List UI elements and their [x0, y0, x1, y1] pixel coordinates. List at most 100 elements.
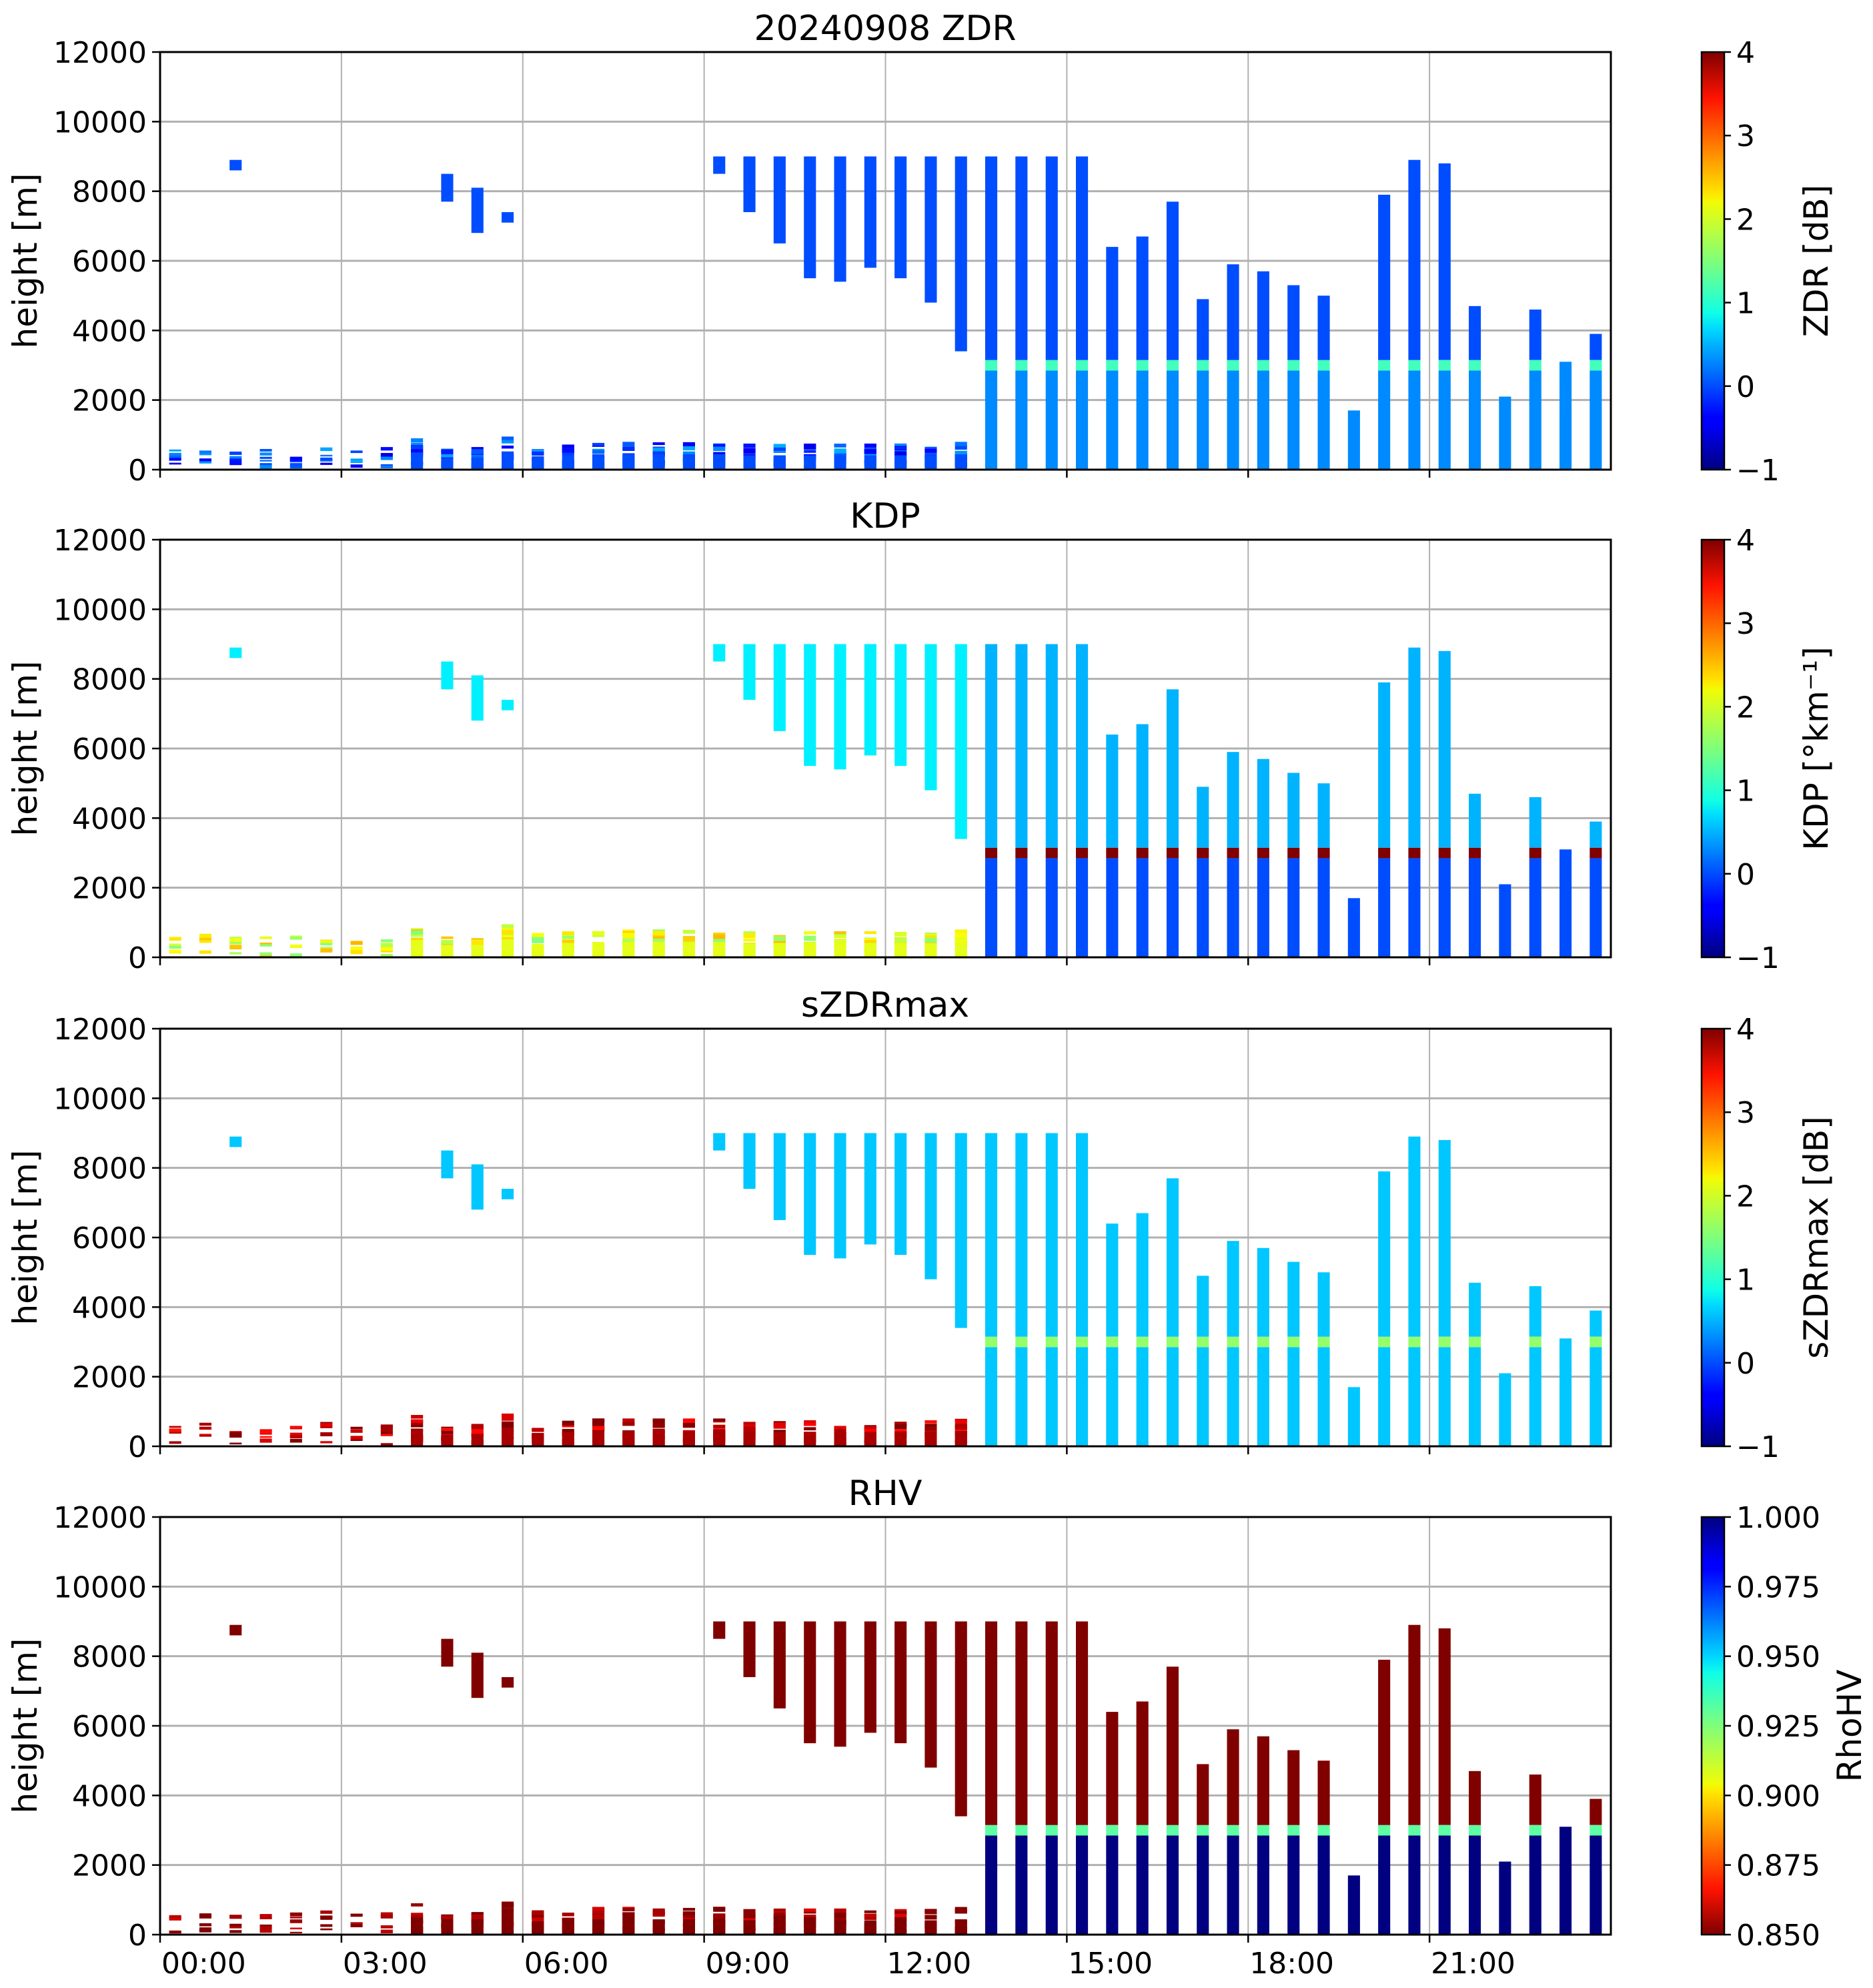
scan-column-low: [411, 1422, 424, 1428]
scan-column-low: [622, 1422, 635, 1426]
scan-column-rain: [1106, 370, 1119, 470]
scan-column-low: [834, 1908, 846, 1913]
scan-column-rain: [1136, 858, 1149, 957]
scan-column-melting: [1227, 1825, 1239, 1836]
scan-column-low: [380, 1431, 393, 1435]
scan-column-low: [320, 462, 333, 465]
scan-column-low: [471, 1424, 484, 1427]
scan-column-low: [199, 450, 211, 454]
scan-column-rain: [1257, 370, 1269, 470]
scan-column-low: [259, 1436, 272, 1438]
scan-column-low: [259, 456, 272, 459]
scan-column-low: [471, 1425, 484, 1430]
scan-column-upper: [804, 1621, 816, 1744]
scan-column-low: [289, 1917, 302, 1919]
scan-column-low-dense: [804, 943, 816, 957]
scan-column-low: [411, 1424, 424, 1428]
scan-column-rain: [1227, 858, 1239, 957]
scan-column-rain: [1317, 1347, 1330, 1446]
scan-column-low: [259, 1929, 272, 1933]
scan-column-low: [773, 1908, 786, 1912]
scan-column-ice: [1469, 306, 1481, 360]
scan-column-low: [773, 939, 786, 944]
scan-column-low: [864, 1917, 876, 1920]
scan-column-low-dense: [622, 942, 635, 957]
scan-column-low: [471, 447, 484, 450]
scan-column-low: [229, 462, 242, 466]
scan-column-low: [834, 1917, 846, 1921]
scan-column-low: [380, 1929, 393, 1933]
scan-column-low: [259, 942, 272, 946]
scan-column-low: [169, 458, 181, 461]
scan-column-low: [804, 1422, 816, 1426]
scan-column-low: [773, 1423, 786, 1429]
scan-column-melting: [1227, 847, 1239, 859]
scan-column-rain: [1257, 1347, 1269, 1446]
scan-column-ice: [1378, 1171, 1391, 1337]
colorbar-tick-label: 1.000: [1736, 1501, 1820, 1535]
scan-column-low: [259, 1926, 272, 1929]
scan-column-rain: [1438, 370, 1451, 470]
scan-column-low: [592, 1908, 605, 1914]
scan-column-low: [713, 444, 726, 448]
scan-column-rain: [985, 1347, 998, 1446]
scan-column-low: [471, 1915, 484, 1920]
scan-column-melting: [1378, 360, 1391, 371]
scan-column-low: [924, 452, 937, 455]
scan-column-low: [259, 1430, 272, 1434]
scan-column-upper: [773, 1621, 786, 1708]
scan-column-melting: [985, 847, 998, 859]
scan-column-low: [289, 465, 302, 469]
scan-column-melting: [1015, 847, 1028, 859]
y-tick-label: 10000: [53, 593, 147, 627]
scan-column-melting: [1166, 1825, 1179, 1836]
scan-column-ice: [1317, 1761, 1330, 1825]
scan-column-low: [743, 938, 756, 942]
scan-column-low: [471, 938, 484, 941]
scan-column-low-dense: [652, 454, 665, 470]
scan-column-low: [924, 1420, 937, 1424]
scan-column-rain: [1287, 1835, 1300, 1935]
scan-column-low: [229, 938, 242, 942]
scan-column-low: [441, 942, 454, 947]
scan-column-low: [259, 464, 272, 469]
scan-column-rain: [1166, 370, 1179, 470]
scan-column-upper: [894, 1621, 907, 1744]
panel-title: sZDRmax: [801, 985, 969, 1025]
scan-column-rain: [1076, 1835, 1089, 1935]
scan-column-low: [289, 953, 302, 955]
scan-column-low: [471, 1917, 484, 1923]
scan-column-low: [532, 938, 544, 943]
y-tick-label: 10000: [53, 1570, 147, 1604]
scan-column-rain: [1317, 1835, 1330, 1935]
scan-column-melting: [1166, 1336, 1179, 1348]
y-axis-label: height [m]: [6, 661, 45, 837]
scan-column-low: [894, 1911, 907, 1915]
scan-column-low: [682, 1907, 695, 1911]
scan-column-upper: [502, 212, 514, 223]
scan-column-low: [864, 1428, 876, 1432]
scan-column-low: [894, 941, 907, 945]
scan-column-melting: [1136, 1825, 1149, 1836]
scan-column-low: [320, 1928, 333, 1931]
scan-column-low-dense: [864, 455, 876, 470]
scan-column-low: [259, 460, 272, 462]
scan-column-low: [199, 453, 211, 456]
scan-column-low: [622, 446, 635, 451]
scan-column-low: [622, 1418, 635, 1422]
scan-column-low: [682, 451, 695, 457]
scan-column-low-dense: [955, 1431, 967, 1446]
scan-column-low-dense: [804, 1432, 816, 1446]
y-tick-label: 6000: [72, 1710, 147, 1744]
scan-column-low: [955, 1419, 967, 1424]
scan-column-low: [411, 1419, 424, 1423]
scan-column-low: [259, 452, 272, 456]
scan-column-melting: [1529, 1825, 1541, 1836]
scan-column-low: [834, 931, 846, 934]
scan-column-low: [652, 1419, 665, 1422]
scan-column-low: [441, 452, 454, 456]
scan-column-melting: [1106, 1825, 1119, 1836]
scan-column-rain: [1227, 1835, 1239, 1935]
scan-column-melting: [1076, 1825, 1089, 1836]
scan-column-low: [804, 1427, 816, 1431]
